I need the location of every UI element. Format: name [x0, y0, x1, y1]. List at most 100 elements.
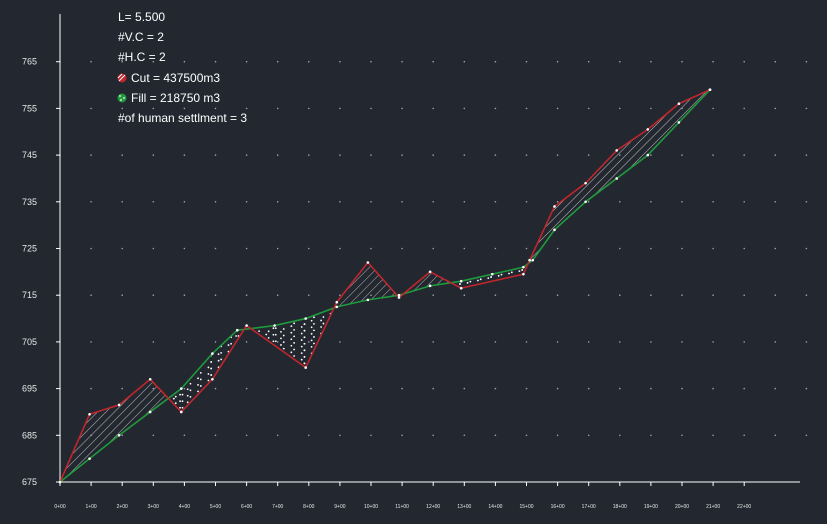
grid-dot — [370, 434, 372, 437]
ground-point — [646, 128, 650, 131]
ground-point — [615, 149, 618, 152]
grade-point — [58, 480, 62, 484]
grid-dot — [276, 201, 279, 203]
grid-dot — [121, 387, 123, 390]
fill-dot — [282, 334, 285, 337]
fill-dot — [293, 335, 296, 338]
fill-dot — [199, 371, 202, 374]
grade-point — [179, 387, 183, 390]
grid-dot — [121, 341, 123, 343]
legend-settlements: #of human settlment = 3 — [118, 111, 247, 125]
fill-dot — [172, 397, 175, 400]
fill-dot — [313, 322, 315, 325]
fill-dot — [293, 348, 296, 351]
grid-dot — [743, 341, 745, 343]
fill-dot — [322, 316, 325, 318]
fill-dot — [274, 340, 277, 343]
fill-dot — [322, 322, 325, 325]
fill-dot — [510, 271, 513, 274]
y-tick-label: 745 — [22, 150, 37, 160]
fill-dot — [303, 329, 306, 332]
grid-dot — [463, 341, 466, 343]
grid-dot — [401, 60, 403, 63]
fill-dot — [310, 339, 313, 342]
y-tick-label: 735 — [22, 197, 37, 207]
x-tick-label: 11+00 — [395, 504, 409, 510]
fill-dot — [303, 323, 306, 326]
grid-dot — [525, 247, 528, 250]
fill-dot — [290, 338, 293, 341]
grid-dot — [152, 341, 155, 343]
grid-dot — [152, 434, 155, 437]
grid-dot — [774, 154, 777, 156]
grid-dot — [556, 154, 559, 156]
grid-dot — [712, 294, 714, 297]
fill-dot — [290, 351, 293, 354]
cut-area — [585, 150, 617, 202]
grid-dot — [339, 341, 341, 343]
grid-dot — [650, 60, 652, 63]
grid-dot — [245, 60, 248, 63]
y-tick-label: 705 — [22, 337, 37, 347]
fill-dot — [265, 333, 268, 336]
grid-dot — [556, 387, 559, 390]
grid-dot — [619, 201, 621, 203]
grid-dot — [401, 341, 403, 343]
grid-dot — [214, 387, 217, 390]
grid-dot — [245, 341, 248, 343]
grid-dot — [432, 247, 435, 250]
fill-dot — [303, 349, 306, 352]
x-tick-label: 14+00 — [488, 504, 502, 510]
ground-point — [584, 181, 587, 185]
grid-dot — [308, 107, 310, 110]
grid-dot — [774, 387, 777, 390]
fill-dot — [303, 342, 306, 345]
grid-dot — [276, 387, 279, 390]
grid-dot — [805, 434, 808, 437]
grade-point — [366, 298, 370, 302]
grid-dot — [339, 60, 341, 63]
fill-dot — [207, 373, 210, 375]
x-tick-label: 21+00 — [706, 504, 720, 510]
ground-point — [335, 300, 339, 304]
grid-dot — [681, 434, 683, 437]
fill-dot — [186, 394, 189, 397]
ground-point — [397, 296, 401, 299]
grade-point — [335, 305, 339, 309]
grid-dot — [587, 387, 590, 390]
grade-point — [273, 324, 276, 327]
grid-dot — [339, 201, 341, 203]
grade-point — [615, 177, 618, 180]
grid-dot — [619, 247, 621, 250]
fill-dot — [290, 331, 293, 334]
fill-dot — [293, 355, 296, 357]
fill-dot — [181, 393, 184, 396]
grid-dot — [743, 247, 745, 250]
grid-dot — [214, 201, 217, 203]
grid-dot — [494, 107, 497, 110]
fill-dot — [303, 355, 306, 358]
grid-dot — [432, 60, 435, 63]
cut-area — [616, 129, 648, 179]
grid-dot — [401, 387, 403, 390]
grid-dot — [463, 434, 466, 437]
grid-dot — [805, 341, 808, 343]
ground-point — [88, 412, 91, 416]
cut-area — [119, 379, 151, 436]
grid-dot — [245, 201, 248, 203]
grade-point — [304, 317, 307, 320]
grid-dot — [805, 294, 808, 297]
grade-point — [235, 328, 239, 332]
fill-dot — [469, 280, 472, 283]
grid-dot — [152, 201, 155, 203]
grid-dot — [183, 294, 186, 297]
grid-dot — [525, 387, 528, 390]
fill-dot — [280, 330, 282, 333]
fill-dot — [220, 351, 223, 354]
grid-dot — [774, 247, 777, 250]
fill-dot — [181, 400, 184, 403]
x-tick-label: 17+00 — [582, 504, 596, 510]
grid-dot — [619, 434, 621, 437]
fill-dot — [197, 383, 199, 386]
